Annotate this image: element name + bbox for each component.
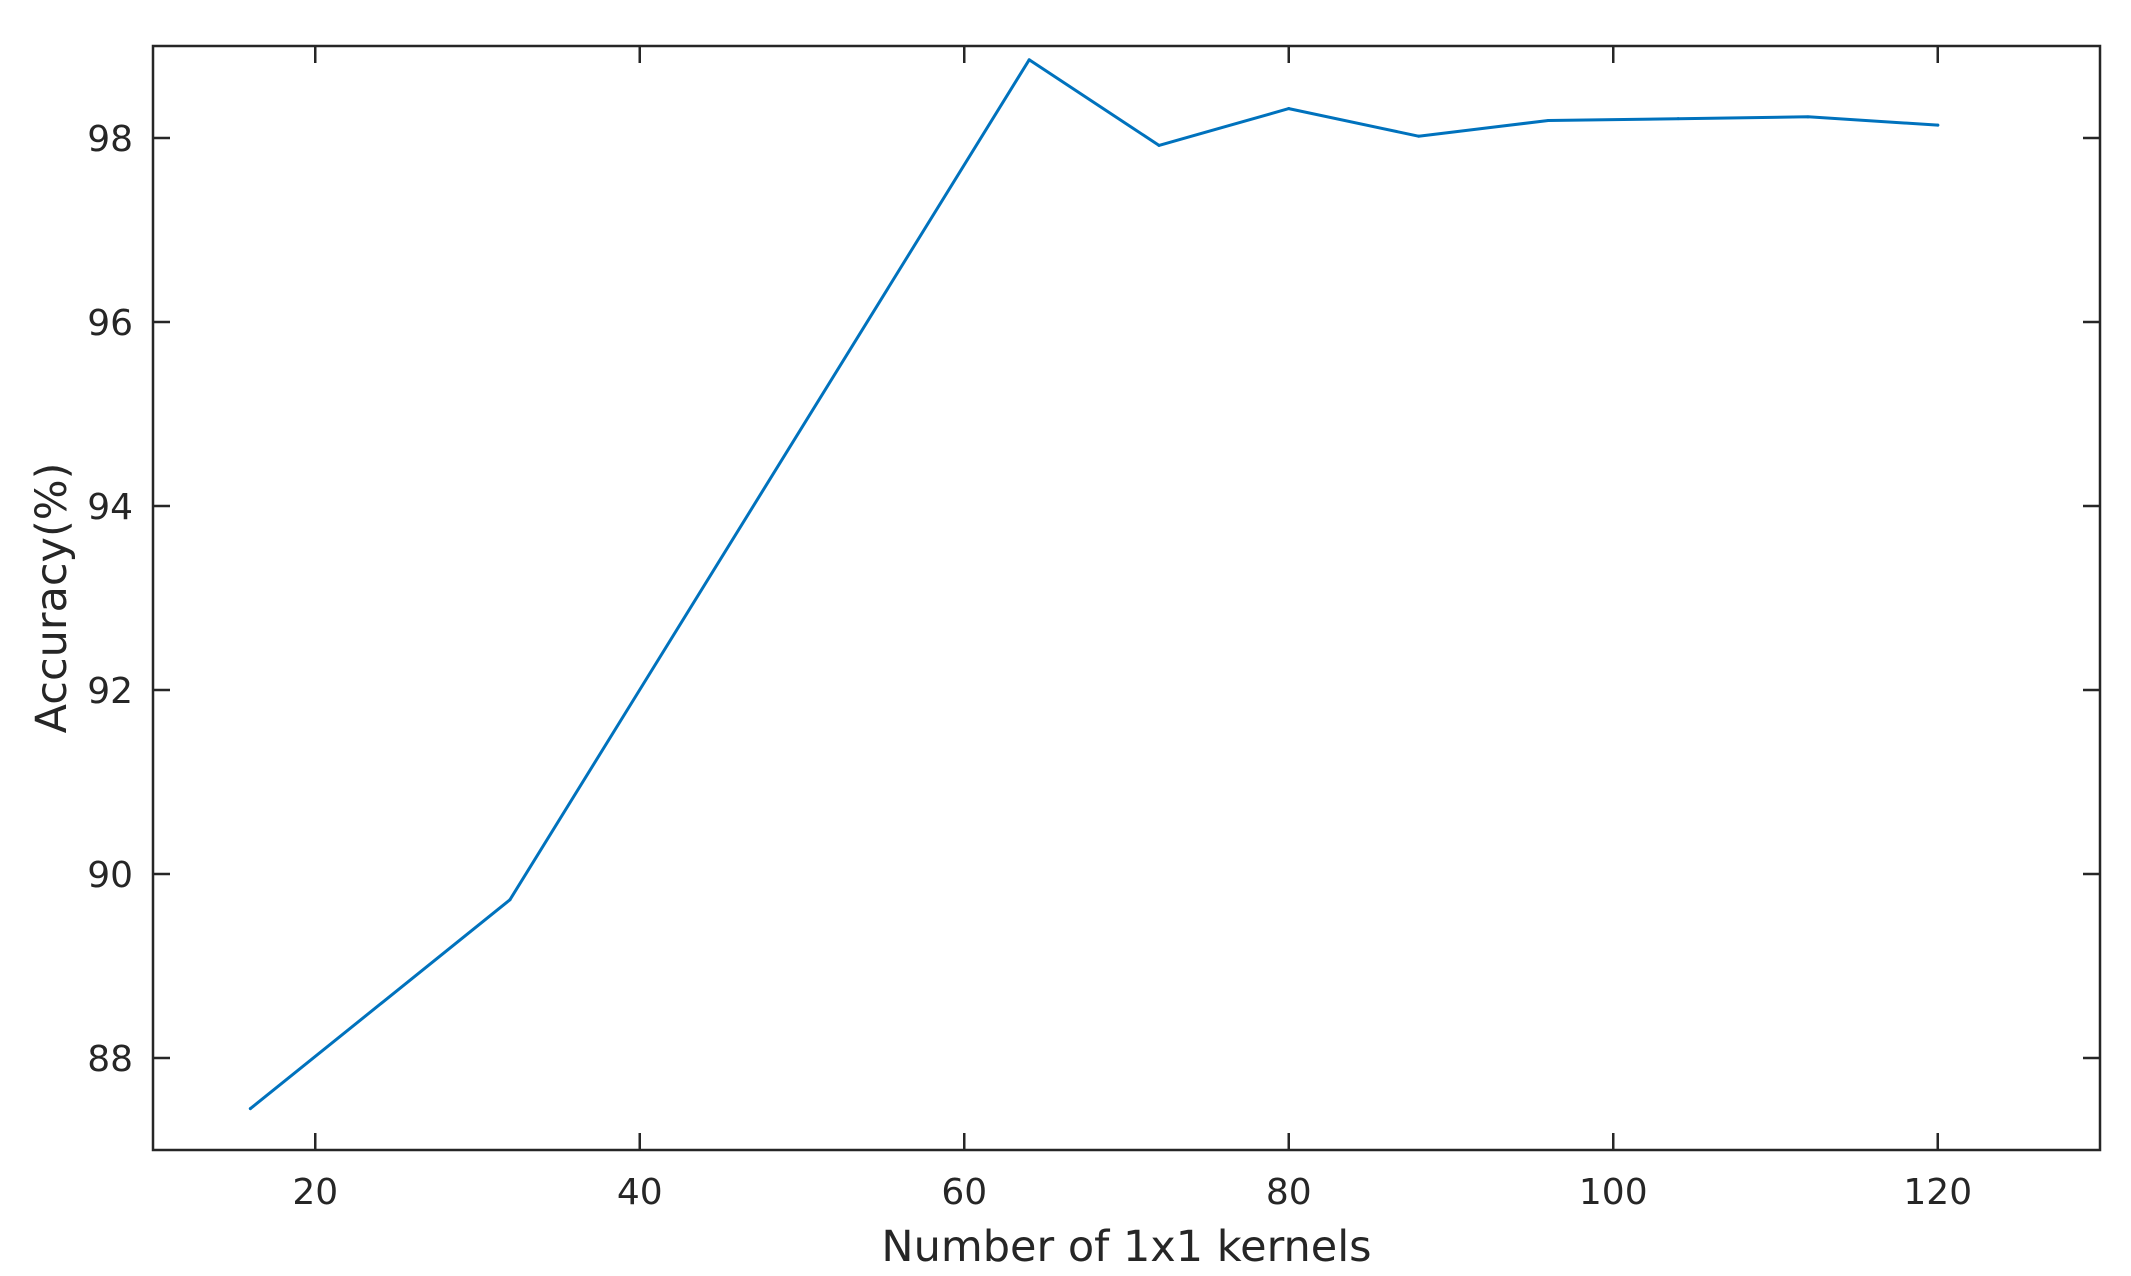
data-point (248, 1107, 252, 1111)
y-tick-label: 90 (87, 855, 133, 896)
x-tick-label: 100 (1579, 1172, 1648, 1213)
y-axis-label: Accuracy(%) (27, 463, 77, 734)
data-point (1157, 143, 1161, 147)
data-point (1287, 107, 1291, 111)
data-point (1676, 117, 1680, 121)
data-point (1027, 58, 1031, 62)
y-tick-label: 98 (87, 119, 133, 160)
x-tick-label: 40 (617, 1172, 663, 1213)
y-tick-label: 96 (87, 303, 133, 344)
x-tick-label: 80 (1266, 1172, 1312, 1213)
data-point (1806, 115, 1810, 119)
x-axis-label: Number of 1x1 kernels (881, 1222, 1371, 1272)
x-tick-label: 120 (1903, 1172, 1972, 1213)
x-tick-label: 60 (941, 1172, 987, 1213)
y-tick-label: 94 (87, 487, 133, 528)
x-tick-label: 20 (292, 1172, 338, 1213)
data-point (1936, 123, 1940, 127)
y-tick-label: 88 (87, 1039, 133, 1080)
x-axis-ticks: 20 40 60 80 100 120 (292, 46, 1972, 1213)
series-layer (248, 58, 1940, 1111)
plot-background (153, 46, 2100, 1150)
plot-frame (151, 44, 2102, 1152)
data-point (1546, 119, 1550, 123)
data-point (508, 898, 512, 902)
data-point (1417, 134, 1421, 138)
series-line-1 (248, 58, 1940, 1111)
y-axis-ticks: 88 90 92 94 96 98 (87, 119, 2100, 1080)
y-tick-label: 92 (87, 671, 133, 712)
